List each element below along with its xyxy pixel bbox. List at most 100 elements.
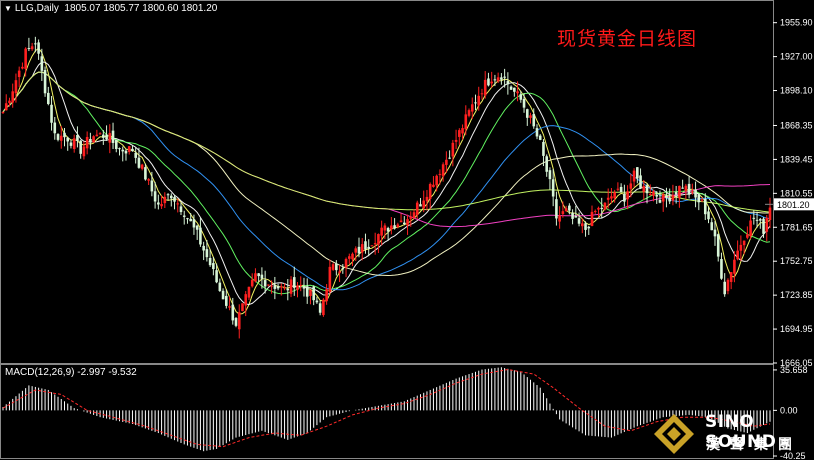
candle-body [144,167,147,180]
symbol-label: LLG,Daily [14,3,59,14]
candle-body [525,109,529,118]
candle-body [338,271,341,274]
candle-body [626,191,629,200]
candle-body [610,196,613,199]
moving-average-line [2,71,771,291]
candle-body [351,253,354,260]
logo-text-cn: 漢聲集團 [706,437,802,453]
candle-body [354,248,358,253]
candle-body [500,77,503,80]
candle-body [661,194,665,202]
candle-body [344,259,348,268]
candle-body [367,246,371,249]
price-tick-label: 1752.75 [780,256,813,266]
candle-body [700,199,704,201]
candle-body [283,287,286,289]
candle-body [493,79,497,81]
candle-body [729,272,733,282]
candle-body [312,286,315,301]
price-tick-label: 1839.45 [780,154,813,164]
candle-body [713,229,717,237]
candle-body [208,257,212,266]
candle-body [377,234,380,245]
candle-body [390,225,393,230]
price-tick-label: 1694.95 [780,324,813,334]
candle-body [496,77,500,82]
candle-body [322,299,325,316]
candle-body [674,192,678,195]
price-tick-label: 1868.35 [780,120,813,130]
candle-body [131,148,134,152]
candle-body [419,204,422,207]
candle-body [179,206,183,213]
candle-body [347,256,351,259]
candle-body [752,217,756,219]
macd-panel-border [0,364,774,459]
candle-body [247,286,251,298]
candle-body [21,66,24,69]
candle-body [590,211,594,226]
candle-body [490,81,493,84]
candle-body [409,216,413,219]
candle-body [305,286,309,297]
candle-body [428,184,432,199]
candle-body [464,114,468,130]
candle-body [412,212,416,218]
candle-body [221,290,225,300]
candle-body [373,243,377,245]
candle-body [580,223,584,227]
candle-body [406,219,409,226]
candle-body [309,289,312,296]
candle-body [739,244,743,251]
candle-body [639,175,642,189]
candle-body [742,240,746,246]
candle-body [11,91,15,103]
candle-body [632,170,636,182]
candle-body [140,164,144,169]
current-price-label: 1801.20 [777,200,810,210]
candle-body [315,300,319,303]
candle-body [636,167,639,179]
candle-body [257,273,260,277]
candle-body [710,222,714,231]
candle-body [762,218,765,234]
dropdown-triangle-icon: ▼ [4,4,12,13]
candle-body [169,195,173,199]
candle-body [538,135,542,140]
candle-body [225,295,228,306]
candle-body [399,220,403,223]
candle-body [487,78,490,86]
candle-body [548,170,552,180]
candle-body [438,173,442,175]
candle-body [458,130,461,137]
candle-body [127,146,131,152]
candle-body [328,266,332,292]
candle-body [43,70,47,94]
candle-body [506,81,510,85]
candle-body [619,186,623,193]
candle-body [244,294,248,306]
candle-body [166,194,170,196]
candle-body [231,304,235,321]
candle-body [4,103,8,111]
candle-body [24,48,27,69]
candle-body [749,220,752,237]
candle-body [555,199,558,219]
candle-body [445,159,448,165]
candle-body [40,56,44,71]
candle-body [758,219,762,221]
candle-body [396,224,400,227]
candle-body [234,318,238,326]
candle-body [720,259,723,279]
candle-body [137,157,141,168]
candle-body [331,264,335,270]
candle-body [597,207,600,210]
candle-body [111,130,115,143]
candle-body [34,43,37,45]
candle-body [584,223,587,230]
candle-body [723,281,726,295]
moving-average-lines [2,47,771,315]
macd-signal-line [2,368,771,448]
candle-body [250,279,254,287]
